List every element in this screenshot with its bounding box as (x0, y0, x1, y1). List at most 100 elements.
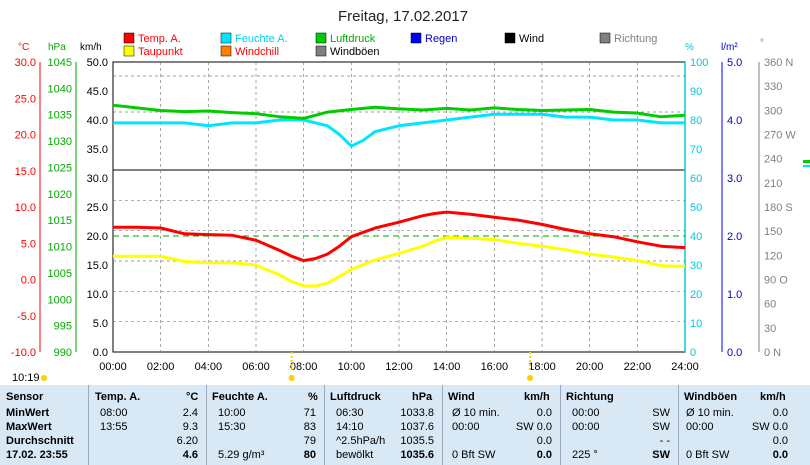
wind-upper-tick-label: 40.0 (87, 115, 108, 127)
humidity-tick-label: 20 (690, 289, 702, 301)
direction-tick-label: 60 (764, 299, 776, 311)
table-header-sensor: Sensor (6, 391, 44, 403)
table-header-gust-unit: km/h (760, 391, 786, 403)
humidity-axis-unit: % (685, 42, 694, 53)
table-cell-sub: 14:10 (336, 421, 364, 433)
direction-tick-label: 120 (764, 250, 782, 262)
direction-tick-label: 330 (764, 81, 782, 93)
table-cell-value: 1037.6 (400, 421, 434, 433)
series-line (113, 210, 686, 263)
table-cell-sub: 06:30 (336, 407, 364, 419)
table-row-label: MaxWert (6, 421, 52, 433)
table-header-temp: Temp. A. (95, 391, 141, 403)
legend-swatch (599, 32, 611, 44)
pressure-tick-label: 1020 (48, 189, 72, 201)
temp-tick-label: -5.0 (17, 311, 36, 323)
table-cell-sub: 13:55 (100, 421, 128, 433)
direction-indicator-cyan (803, 165, 810, 167)
wind-lower-tick-label: 25.0 (87, 202, 108, 214)
humidity-tick-label: 10 (690, 318, 702, 330)
table-cell-value: SW (652, 407, 670, 419)
wind-lower-tick-label: 20.0 (87, 231, 108, 243)
chart-title: Freitag, 17.02.2017 (338, 8, 468, 25)
wind-lower-tick-label: 15.0 (87, 260, 108, 272)
table-cell-value: SW 0.0 (515, 421, 552, 433)
table-cell-value: 0.0 (536, 449, 552, 461)
table-cell-value: 79 (303, 435, 316, 447)
table-cell-value: 0.0 (772, 435, 788, 447)
table-cell-value: - - (659, 435, 670, 447)
rain-axis-unit: l/m² (721, 42, 738, 53)
pressure-tick-label: 1010 (48, 242, 72, 254)
direction-tick-label: 240 (764, 154, 782, 166)
pressure-tick-label: 1025 (48, 162, 72, 174)
summary-table: Sensor Temp. A. °C Feuchte A. % Luftdruc… (0, 385, 810, 465)
humidity-tick-label: 70 (690, 144, 702, 156)
x-tick-label: 18:00 (528, 361, 556, 373)
x-tick-label: 16:00 (481, 361, 509, 373)
direction-tick-label: 150 (764, 226, 782, 238)
table-header-pressure: Luftdruck (330, 391, 381, 403)
table-cell-sub: Ø 10 min. (452, 407, 500, 419)
pressure-tick-label: 1030 (48, 136, 72, 148)
humidity-tick-label: 60 (690, 173, 702, 185)
legend-swatch (220, 32, 232, 44)
legend-label: Regen (425, 33, 457, 45)
humidity-tick-label: 80 (690, 115, 702, 127)
table-header-humidity: Feuchte A. (212, 391, 268, 403)
wind-lower-tick-label: 10.0 (87, 289, 108, 301)
legend-label: Windchill (235, 46, 279, 58)
x-tick-label: 04:00 (195, 361, 223, 373)
x-tick-label: 08:00 (290, 361, 318, 373)
temp-tick-label: 30.0 (15, 57, 36, 69)
table-header-wind: Wind (448, 391, 475, 403)
table-header-direction: Richtung (566, 391, 614, 403)
table-cell-sub: bewölkt (336, 449, 374, 461)
pressure-axis-unit: hPa (48, 42, 66, 53)
direction-tick-label: 270 W (764, 130, 796, 142)
temp-tick-label: 5.0 (21, 238, 36, 250)
x-tick-label: 22:00 (624, 361, 652, 373)
legend-label: Richtung (614, 33, 657, 45)
wind-upper-tick-label: 50.0 (87, 57, 108, 69)
wind-axis-unit: km/h (80, 42, 102, 53)
legend-label: Windböen (330, 46, 380, 58)
pressure-tick-label: 990 (54, 347, 72, 359)
temp-tick-label: 25.0 (15, 93, 36, 105)
rain-tick-label: 2.0 (727, 231, 742, 243)
x-tick-label: 10:00 (338, 361, 366, 373)
x-tick-label: 00:00 (99, 361, 127, 373)
direction-tick-label: 300 (764, 105, 782, 117)
table-cell-value: 1035.5 (400, 435, 434, 447)
pressure-tick-label: 1005 (48, 268, 72, 280)
status-sun-dot (41, 375, 47, 381)
table-cell-value: 71 (303, 407, 316, 419)
direction-tick-label: 90 O (764, 275, 788, 287)
x-tick-label: 14:00 (433, 361, 461, 373)
status-time: 10:19 (12, 372, 40, 384)
table-cell-value: 4.6 (182, 449, 198, 461)
wind-lower-tick-label: 0.0 (93, 347, 108, 359)
x-tick-label: 12:00 (385, 361, 413, 373)
direction-axis-unit: ° (760, 38, 764, 49)
direction-indicator-green (803, 160, 810, 163)
table-cell-sub: 225 ° (572, 449, 598, 461)
legend-label: Feuchte A. (235, 33, 288, 45)
table-cell-value: 83 (303, 421, 316, 433)
direction-tick-label: 30 (764, 323, 776, 335)
pressure-tick-label: 1015 (48, 215, 72, 227)
table-cell-sub: 00:00 (686, 421, 714, 433)
table-cell-value: SW 0.0 (751, 421, 788, 433)
table-row-label: MinWert (6, 407, 50, 419)
wind-lower-tick-label: 30.0 (87, 173, 108, 185)
table-cell-sub: 0 Bft SW (686, 449, 730, 461)
table-cell-sub: 15:30 (218, 421, 246, 433)
humidity-tick-label: 40 (690, 231, 702, 243)
direction-tick-label: 180 S (764, 202, 793, 214)
rain-tick-label: 5.0 (727, 57, 742, 69)
table-cell-sub: 0 Bft SW (452, 449, 496, 461)
legend-label: Wind (519, 33, 544, 45)
table-header-humidity-unit: % (308, 391, 318, 403)
table-row-label: Durchschnitt (6, 435, 74, 447)
